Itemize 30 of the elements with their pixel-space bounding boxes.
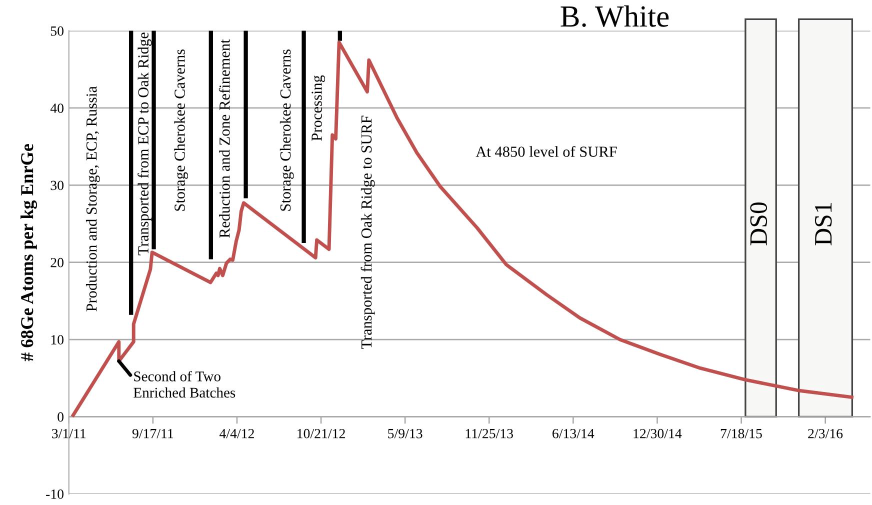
x-tick-label: 11/25/13	[466, 428, 513, 438]
annotation: Reduction and Zone Refinement	[218, 39, 230, 238]
x-tick-label: 5/9/13	[388, 428, 422, 438]
x-tick-label: 4/4/12	[220, 428, 254, 438]
annotation: Transported from Oak Ridge to SURF	[360, 116, 375, 350]
x-tick-label: 9/17/11	[132, 428, 174, 438]
x-tick-label: 6/13/14	[552, 428, 594, 438]
annotation: Transported from ECP to Oak Ridge	[138, 32, 152, 256]
annotation: Second of Two Enriched Batches	[134, 370, 236, 398]
y-tick-label: 40	[50, 104, 64, 113]
annotation: At 4850 level of SURF	[476, 146, 617, 157]
x-tick-label: 3/1/11	[52, 428, 86, 438]
band-label: DS1	[814, 203, 832, 246]
y-axis-title: # 68Ge Atoms per kg EnrGe	[20, 144, 38, 362]
y-tick-label: 0	[58, 412, 64, 422]
chart-title: B. White	[560, 5, 669, 27]
x-tick-label: 7/18/15	[720, 428, 762, 438]
annotation: Production and Storage, ECP, Russia	[86, 86, 100, 312]
y-tick-label: -10	[46, 489, 64, 499]
x-tick-label: 12/30/14	[634, 428, 682, 438]
y-tick-label: 10	[51, 335, 64, 344]
y-tick-label: 30	[50, 180, 64, 190]
annotation: Storage Cherokee Caverns	[280, 49, 294, 211]
annotation: Storage Cherokee Caverns	[174, 49, 188, 211]
x-tick-label: 10/21/12	[298, 428, 345, 438]
y-tick-label: 20	[50, 258, 64, 268]
y-tick-label: 50	[50, 26, 64, 36]
annotation: Processing	[312, 75, 326, 141]
x-tick-label: 2/3/16	[808, 428, 843, 438]
band-label: DS0	[750, 202, 768, 246]
